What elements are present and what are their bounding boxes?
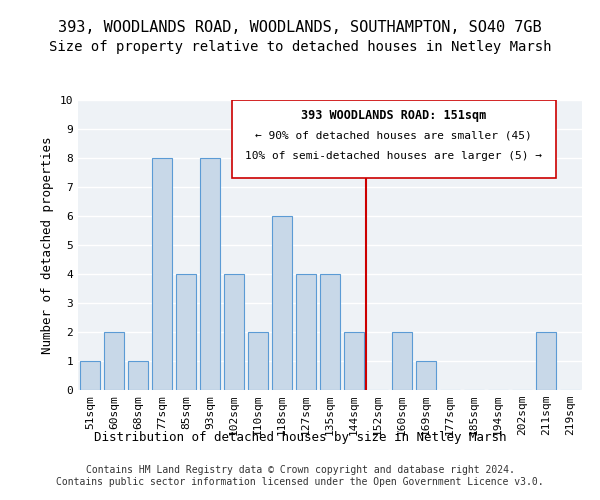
Bar <box>104 332 124 390</box>
Bar <box>224 274 244 390</box>
Text: Size of property relative to detached houses in Netley Marsh: Size of property relative to detached ho… <box>49 40 551 54</box>
Text: 393, WOODLANDS ROAD, WOODLANDS, SOUTHAMPTON, SO40 7GB: 393, WOODLANDS ROAD, WOODLANDS, SOUTHAMP… <box>58 20 542 35</box>
Bar <box>248 332 268 390</box>
Bar <box>320 274 340 390</box>
Bar <box>272 216 292 390</box>
Text: Contains HM Land Registry data © Crown copyright and database right 2024.
Contai: Contains HM Land Registry data © Crown c… <box>56 465 544 487</box>
FancyBboxPatch shape <box>232 100 556 178</box>
Bar <box>80 361 100 390</box>
Bar <box>152 158 172 390</box>
Text: 10% of semi-detached houses are larger (5) →: 10% of semi-detached houses are larger (… <box>245 151 542 161</box>
Bar <box>416 361 436 390</box>
Text: 393 WOODLANDS ROAD: 151sqm: 393 WOODLANDS ROAD: 151sqm <box>301 108 486 122</box>
Bar <box>176 274 196 390</box>
Bar <box>392 332 412 390</box>
Bar <box>296 274 316 390</box>
Y-axis label: Number of detached properties: Number of detached properties <box>41 136 54 354</box>
Text: ← 90% of detached houses are smaller (45): ← 90% of detached houses are smaller (45… <box>255 130 532 140</box>
Bar <box>200 158 220 390</box>
Text: Distribution of detached houses by size in Netley Marsh: Distribution of detached houses by size … <box>94 431 506 444</box>
Bar <box>344 332 364 390</box>
Bar <box>536 332 556 390</box>
Bar <box>128 361 148 390</box>
